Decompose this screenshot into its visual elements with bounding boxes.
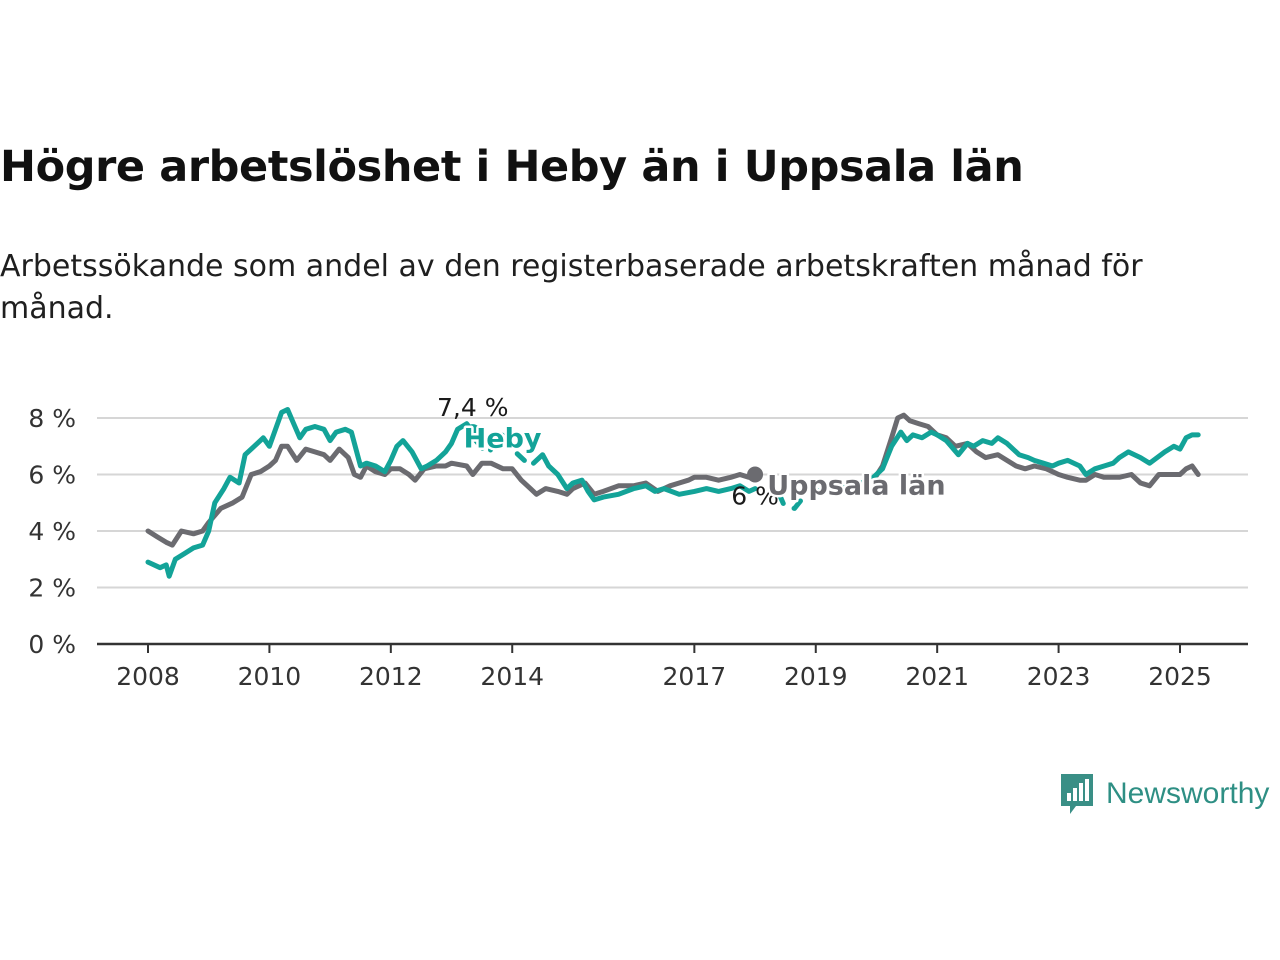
newsworthy-logo-icon <box>1061 774 1093 814</box>
uppsala-series-label: Uppsala län <box>767 470 945 501</box>
heby-series-label: Heby <box>464 424 542 455</box>
y-tick-label: 2 % <box>28 574 76 603</box>
chart-subtitle: Arbetssökande som andel av den registerb… <box>0 249 1143 326</box>
line-chart: 0 % 2 % 4 % 6 % 8 % 2008 2010 2012 2014 2017 2019… <box>28 393 1248 691</box>
heby-dashed-line <box>473 429 527 463</box>
y-tick-label: 6 % <box>28 461 76 490</box>
heby-end-marker <box>464 424 481 441</box>
heby-line <box>145 407 476 579</box>
x-tick-label: 2010 <box>238 662 302 691</box>
y-tick-label: 0 % <box>28 630 76 659</box>
x-tick-label: 2017 <box>663 662 727 691</box>
x-tick-label: 2019 <box>784 662 848 691</box>
heby-dashed-line <box>776 477 873 511</box>
brand-name: Newsworthy <box>1106 777 1270 810</box>
y-tick-label: 8 % <box>28 404 76 433</box>
line-labels: 7,4 % 6 % Heby Uppsala län <box>437 393 948 511</box>
x-tick-label: 2023 <box>1027 662 1091 691</box>
x-tick-label: 2014 <box>480 662 544 691</box>
chart-title: Högre arbetslöshet i Heby än i Uppsala l… <box>0 142 1024 192</box>
y-axis-tick-labels: 0 % 2 % 4 % 6 % 8 % <box>28 404 76 659</box>
x-tick-label: 2008 <box>116 662 180 691</box>
heby-line <box>870 429 1201 480</box>
uppsala-end-marker <box>747 466 764 483</box>
newsworthy-brand: Newsworthy <box>1058 770 1269 818</box>
x-axis: 2008 2010 2012 2014 2017 2019 2021 2023 2025 <box>97 642 1248 691</box>
uppsala-line <box>870 412 1201 489</box>
x-tick-label: 2025 <box>1148 662 1212 691</box>
x-tick-label: 2012 <box>359 662 423 691</box>
series-lines <box>145 407 1201 579</box>
uppsala-end-label: 6 % <box>731 482 779 511</box>
heby-end-label: 7,4 % <box>437 393 508 422</box>
x-tick-label: 2021 <box>905 662 969 691</box>
heby-line <box>531 452 758 503</box>
y-tick-label: 4 % <box>28 517 76 546</box>
